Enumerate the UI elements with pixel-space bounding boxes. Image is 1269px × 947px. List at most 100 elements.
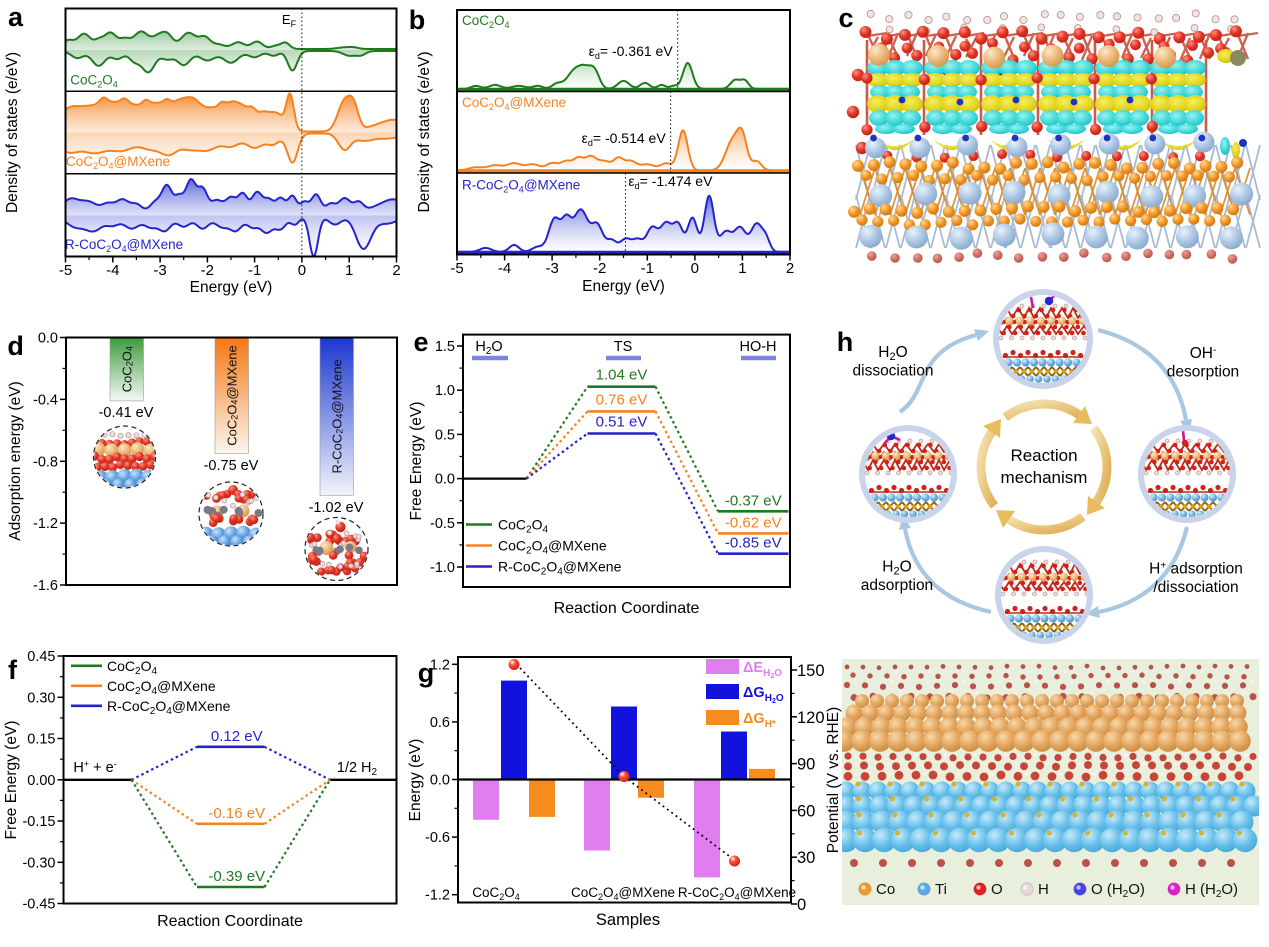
svg-text:e: e [413,327,428,357]
svg-text:a: a [8,2,24,32]
svg-text:-4: -4 [498,260,511,277]
svg-text:Reaction Coordinate: Reaction Coordinate [157,913,303,930]
svg-text:CoC2​O4​: CoC2​O4​ [70,73,118,90]
svg-text:0: 0 [797,896,806,914]
svg-text:H (H2O): H (H2O) [1185,881,1238,900]
svg-text:R-CoC2​O4​@MXene: R-CoC2​O4​@MXene [678,885,796,902]
svg-text:f: f [8,655,18,685]
svg-text:-0.30: -0.30 [22,855,55,871]
svg-text:d: d [7,331,24,361]
svg-text:dissociation: dissociation [853,363,934,380]
svg-text:εd= -1.474 eV: εd= -1.474 eV [628,173,713,191]
svg-text:H: H [1038,881,1049,898]
svg-text:0.5: 0.5 [435,427,455,443]
svg-text:1.2: 1.2 [430,657,450,673]
svg-text:CoC2​O4​@MXene: CoC2​O4​@MXene [462,95,566,112]
svg-text:1.0: 1.0 [435,383,455,399]
svg-text:0.12 eV: 0.12 eV [211,728,263,745]
svg-text:-1.0: -1.0 [430,560,455,576]
svg-text:-0.4: -0.4 [33,392,58,408]
svg-text:-1: -1 [641,260,654,277]
svg-text:Co: Co [876,881,895,898]
svg-text:2: 2 [786,260,794,277]
svg-text:TS: TS [614,339,633,355]
svg-text:CoC2​O4​@MXene: CoC2​O4​@MXene [571,885,675,902]
svg-text:-5: -5 [450,260,463,277]
svg-text:0.45: 0.45 [27,649,55,665]
svg-text:CoC2​O4​: CoC2​O4​ [107,658,157,677]
svg-text:Free Energy (eV): Free Energy (eV) [408,402,425,521]
svg-text:-1.2: -1.2 [425,888,450,904]
svg-text:-4: -4 [106,262,119,279]
svg-text:1/2 H2: 1/2 H2 [337,760,378,778]
svg-text:R-CoC2​O4​@MXene: R-CoC2​O4​@MXene [498,559,622,578]
svg-text:Reaction Coordinate: Reaction Coordinate [554,600,700,617]
svg-text:90: 90 [797,756,815,774]
svg-text:0.0: 0.0 [435,472,455,488]
svg-text:-0.16 eV: -0.16 eV [208,805,265,822]
svg-text:CoC2​O4​: CoC2​O4​ [472,885,520,902]
svg-text:-0.39 eV: -0.39 eV [208,868,265,885]
svg-text:b: b [409,5,426,35]
svg-text:CoC2​O4​: CoC2​O4​ [498,517,548,536]
svg-text:30: 30 [797,849,815,867]
svg-text:-1.02 eV: -1.02 eV [309,500,364,516]
svg-text:0: 0 [298,262,306,279]
svg-text:-0.6: -0.6 [425,830,450,846]
svg-text:CoC2​O4​@MXene: CoC2​O4​@MXene [498,538,607,557]
svg-text:1: 1 [345,262,353,279]
svg-text:h: h [837,327,854,357]
svg-text:60: 60 [797,802,815,820]
svg-text:-0.85 eV: -0.85 eV [725,535,782,552]
svg-text:0.76 eV: 0.76 eV [596,391,648,408]
svg-text:CoC2​O4​@MXene: CoC2​O4​@MXene [66,154,170,171]
svg-text:R-CoC2​O4​@MXene: R-CoC2​O4​@MXene [65,237,183,254]
svg-text:-2: -2 [593,260,606,277]
svg-text:H2​O: H2​O [878,344,907,363]
svg-text:H2​O: H2​O [882,559,911,578]
svg-text:HO-H: HO-H [739,339,776,355]
svg-text:H2​O: H2​O [475,339,502,357]
svg-text:g: g [418,658,435,688]
svg-text:Energy (eV): Energy (eV) [582,278,665,295]
svg-text:-0.75 eV: -0.75 eV [204,458,259,474]
svg-text:CoC2​O4​: CoC2​O4​ [119,346,135,392]
svg-text:Density of states (e/eV): Density of states (e/eV) [4,52,21,213]
svg-text:-2: -2 [201,262,214,279]
svg-text:Potential (V vs. RHE): Potential (V vs. RHE) [825,707,842,853]
svg-text:CoC2​O4​@MXene: CoC2​O4​@MXene [107,678,216,697]
svg-text:Adsorption energy (eV): Adsorption energy (eV) [7,381,24,540]
svg-text:0.15: 0.15 [27,732,55,748]
svg-text:εd= -0.514 eV: εd= -0.514 eV [582,130,667,148]
svg-text:CoC2​O4​@MXene: CoC2​O4​@MXene [224,345,240,446]
svg-text:-0.5: -0.5 [430,516,455,532]
svg-text:150: 150 [797,662,825,680]
svg-text:Ti: Ti [935,881,947,898]
svg-text:R-CoC2​O4​@MXene: R-CoC2​O4​@MXene [462,178,580,195]
svg-text:-0.62 eV: -0.62 eV [725,514,782,531]
svg-text:Density of states (e/eV): Density of states (e/eV) [416,51,433,212]
svg-text:OH-: OH- [1190,345,1217,362]
svg-text:-3: -3 [153,262,166,279]
svg-text:O: O [991,881,1003,898]
svg-text:0.00: 0.00 [27,773,55,789]
svg-text:0.0: 0.0 [430,773,450,789]
svg-text:-0.37 eV: -0.37 eV [725,492,782,509]
svg-text:R-CoC2​O4​@MXene: R-CoC2​O4​@MXene [107,698,231,717]
svg-text:H+ adsorption: H+ adsorption [1149,561,1243,578]
svg-text:Energy (eV): Energy (eV) [407,739,424,822]
svg-text:1.5: 1.5 [435,339,455,355]
svg-text:-0.8: -0.8 [33,454,58,470]
svg-text:-5: -5 [59,262,72,279]
svg-text:-0.15: -0.15 [22,814,55,830]
svg-text:c: c [838,3,853,33]
svg-text:-1: -1 [248,262,261,279]
svg-text:-0.45: -0.45 [22,897,55,913]
svg-text:0.30: 0.30 [27,690,55,706]
svg-text:Free Energy (eV): Free Energy (eV) [3,721,20,840]
svg-text:0.6: 0.6 [430,715,450,731]
svg-text:/dissociation: /dissociation [1153,579,1238,596]
svg-text:1: 1 [738,260,746,277]
svg-text:2: 2 [392,262,400,279]
svg-text:mechanism: mechanism [1001,468,1088,487]
